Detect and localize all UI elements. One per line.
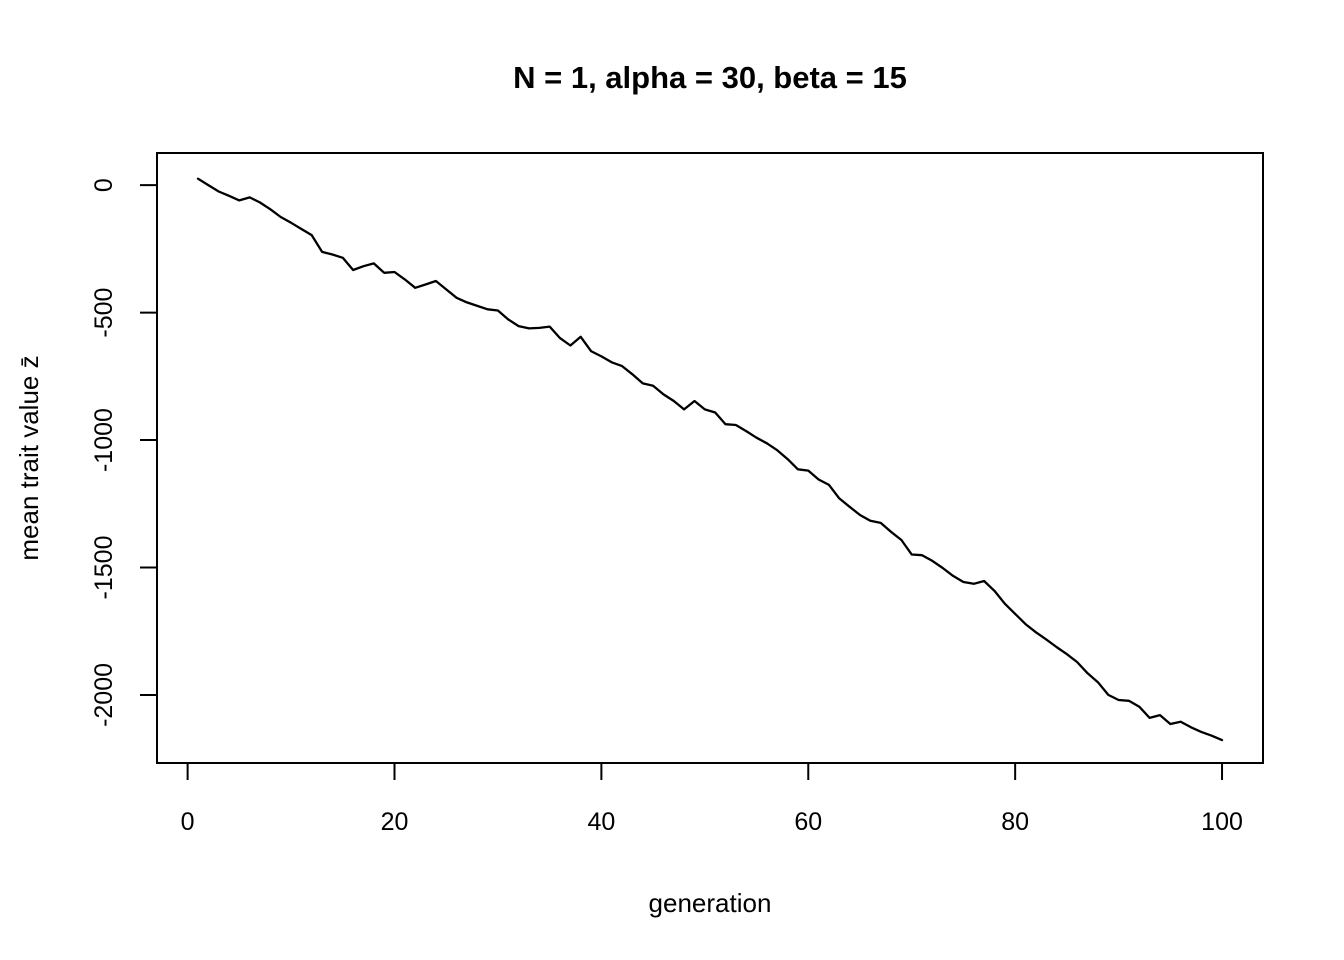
data-series-line [196, 177, 1224, 742]
y-tick-label: 0 [90, 178, 118, 192]
x-axis: 0 20 40 60 80 100 [181, 763, 1243, 836]
chart-title: N = 1, alpha = 30, beta = 15 [513, 60, 907, 95]
x-axis-title: generation [649, 888, 772, 918]
y-tick-label: -1000 [90, 408, 118, 472]
y-tick-label: -1500 [90, 536, 118, 600]
x-tick-label: 40 [587, 808, 615, 836]
x-tick-label: 80 [1001, 808, 1029, 836]
x-tick-label: 100 [1201, 808, 1243, 836]
x-tick-label: 20 [381, 808, 409, 836]
y-tick-label: -500 [90, 288, 118, 338]
y-tick-label: -2000 [90, 663, 118, 727]
plot-box [156, 152, 1264, 764]
x-tick-label: 0 [181, 808, 195, 836]
y-axis-title: mean trait value z̄ [14, 355, 44, 560]
y-axis: 0 -500 -1000 -1500 -2000 [90, 178, 157, 727]
x-tick-label: 60 [794, 808, 822, 836]
